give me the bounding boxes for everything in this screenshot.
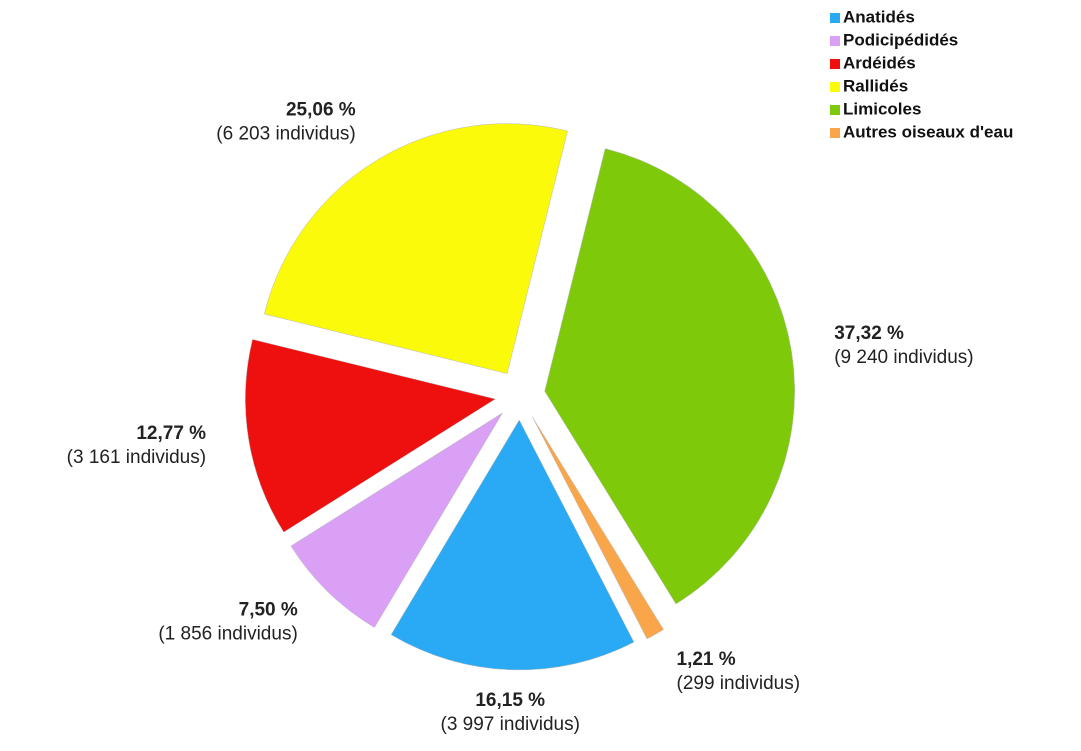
legend-label: Podicipédidés [843,30,958,49]
legend-label: Anatidés [843,7,915,26]
value-label: 12,77 % [136,423,206,444]
value-label: 16,15 % [475,690,545,711]
value-label: 1,21 % [677,649,736,670]
pie-slice [290,412,503,628]
value-label: 7,50 % [239,600,298,621]
pie-slice [532,416,664,640]
legend-swatch [830,36,840,46]
legend-swatch [830,82,840,92]
legend-swatch [830,105,840,115]
pie-slice [390,419,635,671]
legend-label: Autres oiseaux d'eau [843,122,1013,141]
value-label: 25,06 % [286,100,356,121]
legend-label: Limicoles [843,99,921,118]
pie-slice [544,148,795,605]
count-label: (3 997 individus) [441,714,580,735]
legend-swatch [830,13,840,23]
count-label: (3 161 individus) [67,447,206,468]
count-label: (6 203 individus) [216,124,355,145]
legend-label: Rallidés [843,76,908,95]
legend-swatch [830,128,840,138]
pie-slice [263,123,568,374]
legend-label: Ardéidés [843,53,916,72]
legend-swatch [830,59,840,69]
count-label: (9 240 individus) [834,347,973,368]
count-label: (299 individus) [677,673,801,694]
count-label: (1 856 individus) [158,624,297,645]
value-label: 37,32 % [834,323,904,344]
pie-slice [245,339,496,533]
